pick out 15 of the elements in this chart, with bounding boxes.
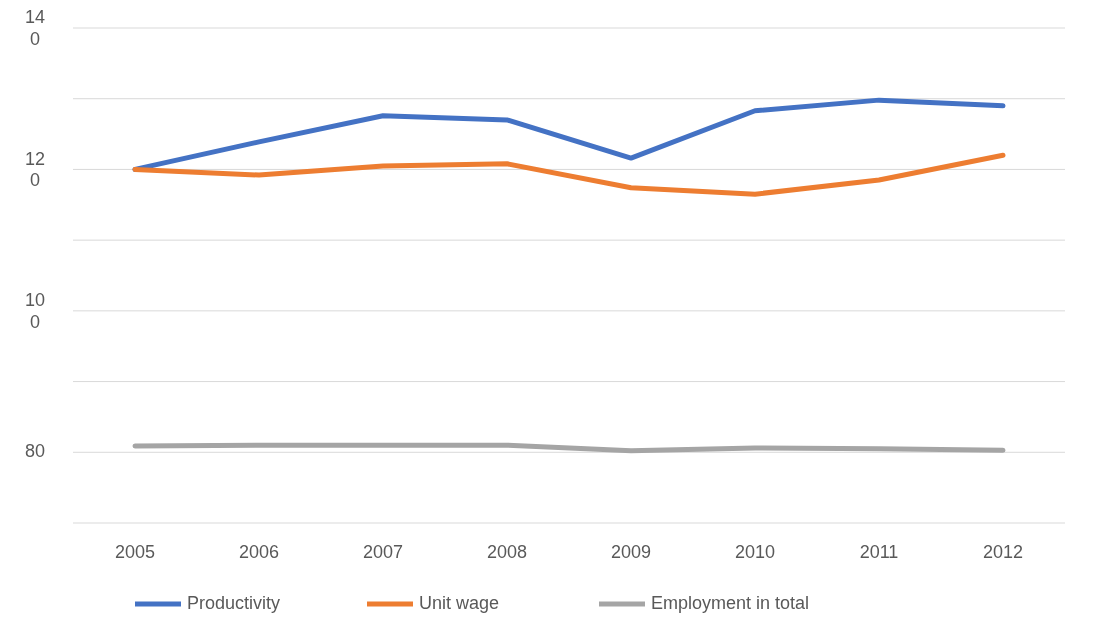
x-tick-label: 2010: [734, 541, 776, 562]
x-tick-label: 2009: [610, 541, 652, 562]
x-tick-label: 2012: [982, 541, 1024, 562]
x-tick-label: 2007: [362, 541, 404, 562]
x-tick-label: 2008: [486, 541, 528, 562]
y-tick-label: 14 0: [24, 6, 46, 49]
y-tick-label: 80: [24, 441, 46, 462]
legend-label: Employment in total: [651, 592, 810, 613]
legend-label: Productivity: [187, 592, 281, 613]
x-tick-label: 2011: [859, 541, 899, 562]
y-tick-label: 12 0: [24, 148, 46, 190]
x-tick-label: 2006: [238, 541, 280, 562]
x-tick-label: 2005: [114, 541, 156, 562]
legend-label: Unit wage: [419, 592, 500, 613]
y-tick-label: 10 0: [24, 289, 46, 332]
